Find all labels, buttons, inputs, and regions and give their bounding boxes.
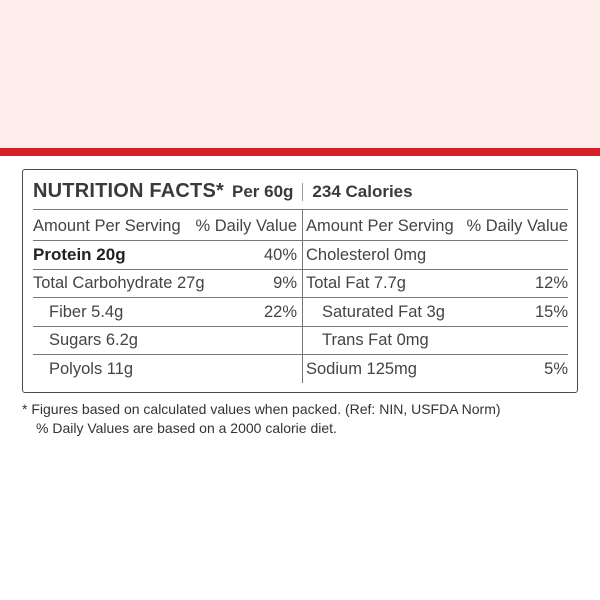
nutrient-daily-value: 15%	[534, 303, 568, 321]
nutrient-label: Trans Fat 0mg	[322, 331, 429, 349]
nutrition-title: NUTRITION FACTS*	[33, 180, 224, 202]
amount-per-serving-header: Amount Per Serving	[33, 217, 181, 235]
daily-value-header: % Daily Value	[466, 217, 569, 235]
nutrition-facts-table	[22, 169, 578, 393]
nutrient-daily-value: 12%	[534, 274, 568, 292]
nutrient-daily-value: 5%	[544, 360, 568, 378]
nutrient-daily-value: 22%	[263, 303, 297, 321]
header-divider-line	[33, 240, 568, 241]
nutrition-title-row: NUTRITION FACTS* Per 60g 234 Calories	[33, 180, 413, 203]
nutrient-label: Total Carbohydrate 27g	[33, 274, 205, 292]
nutrient-label: Sodium 125mg	[306, 360, 417, 378]
amount-per-serving-header: Amount Per Serving	[306, 217, 454, 235]
content-panel	[0, 156, 600, 600]
daily-value-header: % Daily Value	[195, 217, 298, 235]
serving-size: Per 60g	[231, 182, 294, 201]
row-divider-line	[33, 269, 568, 270]
nutrient-label: Polyols 11g	[49, 360, 134, 378]
nutrient-daily-value: 9%	[273, 274, 297, 292]
nutrient-label: Saturated Fat 3g	[322, 303, 445, 321]
nutrient-label: Sugars 6.2g	[49, 331, 138, 349]
row-divider-line	[33, 297, 568, 298]
red-accent-bar	[0, 148, 600, 156]
footnote-daily-value: % Daily Values are based on a 2000 calor…	[36, 420, 337, 436]
nutrient-daily-value: 40%	[263, 246, 297, 264]
footnotes: * Figures based on calculated values whe…	[22, 400, 501, 438]
column-divider-line	[302, 209, 303, 383]
calories: 234 Calories	[312, 182, 413, 201]
row-divider-line	[33, 326, 568, 327]
row-divider-line	[33, 354, 568, 355]
footnote-reference: * Figures based on calculated values whe…	[22, 401, 501, 417]
title-divider	[302, 182, 304, 201]
nutrient-label: Total Fat 7.7g	[306, 274, 406, 292]
title-divider-line	[33, 209, 568, 210]
nutrient-label: Cholesterol 0mg	[306, 246, 427, 264]
nutrient-label: Fiber 5.4g	[49, 303, 124, 321]
nutrient-label: Protein 20g	[33, 245, 126, 264]
